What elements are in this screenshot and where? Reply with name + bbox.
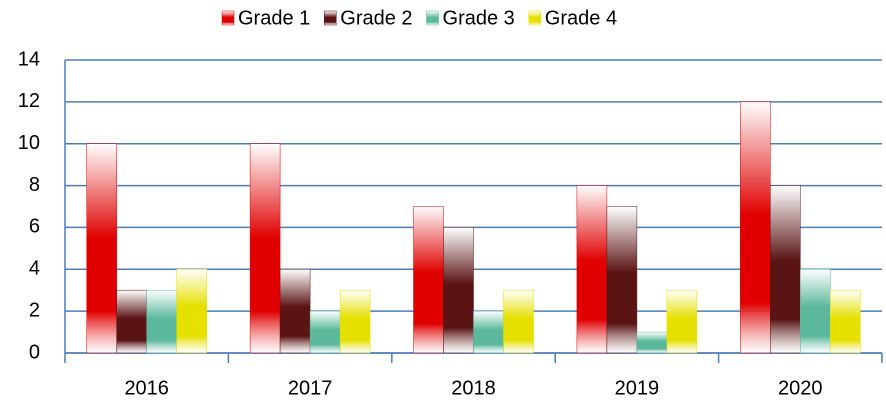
y-tick-label: 10	[18, 132, 40, 154]
y-tick-label: 6	[29, 216, 40, 238]
bar	[443, 227, 474, 354]
x-tick-label: 2017	[288, 377, 333, 399]
bar	[576, 185, 608, 354]
bar	[86, 143, 117, 354]
x-tick-label: 2019	[615, 377, 660, 399]
y-tick-label: 0	[29, 341, 40, 363]
y-tick-label: 2	[29, 299, 40, 321]
bar	[309, 310, 341, 354]
x-tick-label: 2016	[124, 377, 169, 399]
bar	[606, 206, 638, 354]
bar	[339, 289, 371, 354]
legend-swatch	[528, 10, 542, 26]
x-tick-label: 2020	[778, 377, 823, 399]
bar	[116, 289, 147, 354]
bar	[740, 101, 771, 354]
bar	[249, 143, 281, 354]
legend-swatch	[221, 10, 235, 26]
legend: Grade 1 Grade 2 Grade 3 Grade 4	[221, 7, 617, 29]
legend-label: Grade 4	[545, 7, 617, 29]
legend-label: Grade 1	[238, 7, 310, 29]
bar	[830, 289, 861, 354]
bar	[770, 185, 801, 354]
legend-label: Grade 3	[443, 7, 515, 29]
legend-swatch	[324, 10, 337, 26]
legend-label: Grade 2	[340, 7, 412, 29]
y-tick-label: 8	[29, 174, 40, 196]
bar	[636, 331, 668, 354]
y-tick-label: 12	[18, 90, 40, 112]
bar	[666, 289, 698, 354]
legend-swatch	[426, 10, 439, 26]
bar	[413, 206, 444, 354]
bar	[146, 289, 177, 354]
x-tick-label: 2018	[451, 377, 496, 399]
y-tick-label: 4	[29, 258, 40, 280]
bar	[503, 289, 534, 354]
bar	[473, 310, 504, 354]
y-tick-label: 14	[18, 48, 40, 70]
bar	[279, 269, 311, 354]
bar	[176, 269, 207, 354]
bar	[800, 269, 831, 354]
